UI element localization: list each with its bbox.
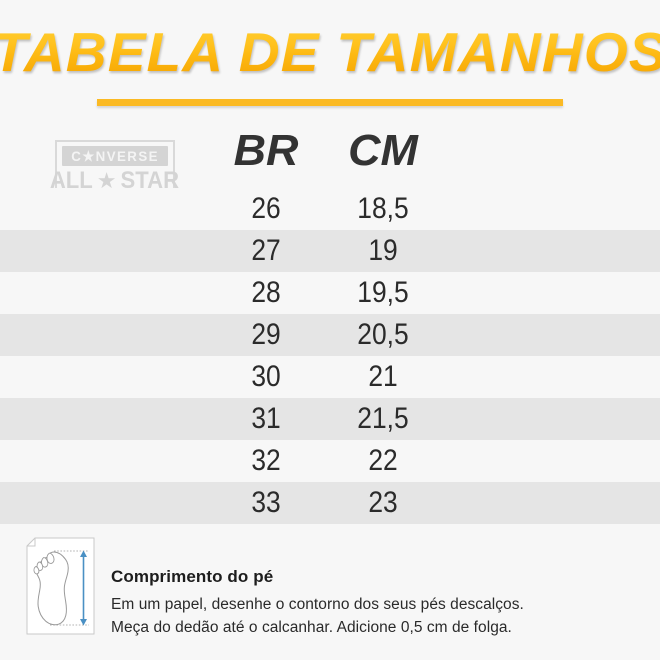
cell-cm: 19,5 bbox=[357, 276, 409, 309]
table-row: 32 22 bbox=[0, 440, 660, 482]
foot-instructions-heading: Comprimento do pé bbox=[111, 567, 274, 586]
cell-br: 29 bbox=[251, 318, 281, 351]
measurement-arrow-icon bbox=[80, 550, 87, 626]
table-row: 29 20,5 bbox=[0, 314, 660, 356]
column-header-cm: CM bbox=[348, 126, 418, 175]
table-row: 31 21,5 bbox=[0, 398, 660, 440]
page-title: TABELA DE TAMANHOS bbox=[0, 22, 660, 82]
table-row: 28 19,5 bbox=[0, 272, 660, 314]
table-row: 27 19 bbox=[0, 230, 660, 272]
cell-br: 33 bbox=[251, 486, 281, 519]
cell-cm: 18,5 bbox=[357, 192, 409, 225]
star-icon: ★ bbox=[96, 168, 117, 193]
column-header-br: BR bbox=[233, 126, 299, 175]
cell-cm: 21,5 bbox=[357, 402, 409, 435]
foot-instructions-line-2: Meça do dedão até o calcanhar. Adicione … bbox=[111, 619, 512, 636]
foot-measurement-diagram bbox=[18, 534, 102, 642]
table-row: 30 21 bbox=[0, 356, 660, 398]
foot-instructions-line-1: Em um papel, desenhe o contorno dos seus… bbox=[111, 596, 524, 613]
table-row: 33 23 bbox=[0, 482, 660, 524]
cell-br: 32 bbox=[251, 444, 281, 477]
logo-converse-band: C★NVERSE bbox=[62, 146, 168, 166]
footer-section: Comprimento do pé Em um papel, desenhe o… bbox=[0, 524, 660, 660]
title-underline-rule bbox=[97, 99, 563, 106]
cell-cm: 19 bbox=[368, 234, 398, 267]
cell-cm: 23 bbox=[368, 486, 398, 519]
cell-br: 31 bbox=[251, 402, 281, 435]
table-body: 26 18,5 27 19 28 19,5 29 20,5 30 21 31 21,5 32 22 33 23 bbox=[0, 188, 660, 524]
logo-converse-text: C★NVERSE bbox=[71, 148, 159, 164]
cell-br: 27 bbox=[251, 234, 281, 267]
cell-br: 30 bbox=[251, 360, 281, 393]
cell-cm: 21 bbox=[368, 360, 398, 393]
cell-br: 26 bbox=[251, 192, 281, 225]
size-table: C★NVERSE ALL ★ STAR BR CM 26 18,5 27 19 28 19… bbox=[0, 118, 660, 524]
title-section: TABELA DE TAMANHOS bbox=[0, 0, 660, 118]
table-row: 26 18,5 bbox=[0, 188, 660, 230]
foot-outline-icon bbox=[26, 537, 95, 635]
cell-cm: 20,5 bbox=[357, 318, 409, 351]
cell-cm: 22 bbox=[368, 444, 398, 477]
table-header-row: BR CM bbox=[0, 126, 660, 184]
cell-br: 28 bbox=[251, 276, 281, 309]
foot-instructions: Comprimento do pé Em um papel, desenhe o… bbox=[111, 566, 631, 639]
